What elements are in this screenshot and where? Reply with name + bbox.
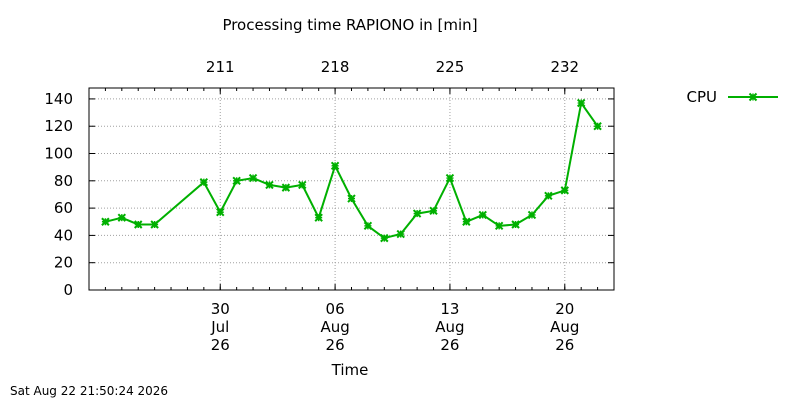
data-point <box>494 221 504 231</box>
series-line-cpu <box>105 100 599 240</box>
legend-marker <box>748 92 758 102</box>
data-point <box>544 191 553 201</box>
x-top-tick-label: 211 <box>206 58 235 76</box>
data-point <box>265 180 274 190</box>
x-tick-label: 30 Jul 26 <box>210 300 230 354</box>
y-tick-label: 40 <box>54 226 73 244</box>
data-point <box>347 194 356 203</box>
data-point <box>281 183 291 192</box>
data-point <box>462 217 471 226</box>
data-point <box>478 210 487 220</box>
data-point <box>117 213 127 222</box>
data-point <box>412 209 422 218</box>
series-layer <box>101 98 602 243</box>
data-point <box>576 98 586 108</box>
data-point <box>150 220 159 229</box>
data-point <box>248 173 258 183</box>
y-tick-label: 0 <box>63 281 73 299</box>
x-top-tick-label: 225 <box>436 58 465 76</box>
axis-ticks: 0 20 40 60 80 100 120 140 30 Jul 26 06 Aug 26 13 Aug 26 2… <box>44 58 614 354</box>
data-point <box>511 220 520 229</box>
x-tick-label: 20 Aug 26 <box>550 300 579 354</box>
x-top-tick-label: 232 <box>550 58 579 76</box>
data-point <box>134 220 143 229</box>
grid <box>89 88 614 290</box>
data-point <box>380 233 389 243</box>
data-point <box>560 186 569 195</box>
y-tick-label: 100 <box>44 145 73 163</box>
data-point <box>445 173 455 183</box>
x-axis-label: Time <box>331 361 369 379</box>
y-tick-label: 120 <box>44 117 73 135</box>
chart-title: Processing time RAPIONO in [min] <box>222 16 477 34</box>
x-top-tick-label: 218 <box>321 58 350 76</box>
data-point <box>593 122 602 131</box>
legend: CPU <box>687 88 778 106</box>
data-point <box>429 206 438 216</box>
data-point <box>363 221 373 231</box>
plot-frame <box>88 87 615 291</box>
y-tick-label: 80 <box>54 172 73 190</box>
data-point <box>330 161 340 171</box>
y-tick-label: 60 <box>54 199 73 217</box>
data-point <box>396 229 405 239</box>
data-point <box>232 176 241 186</box>
timestamp: Sat Aug 22 21:50:24 2026 <box>10 384 168 398</box>
x-tick-label: 06 Aug 26 <box>320 300 349 354</box>
y-tick-label: 140 <box>44 90 73 108</box>
data-point <box>216 207 225 217</box>
data-point <box>298 180 307 190</box>
y-tick-label: 20 <box>54 254 73 272</box>
data-point <box>101 217 110 226</box>
legend-label: CPU <box>687 88 718 106</box>
data-point <box>199 177 209 187</box>
data-point <box>527 210 537 220</box>
data-point <box>314 213 323 222</box>
x-tick-label: 13 Aug 26 <box>435 300 464 354</box>
